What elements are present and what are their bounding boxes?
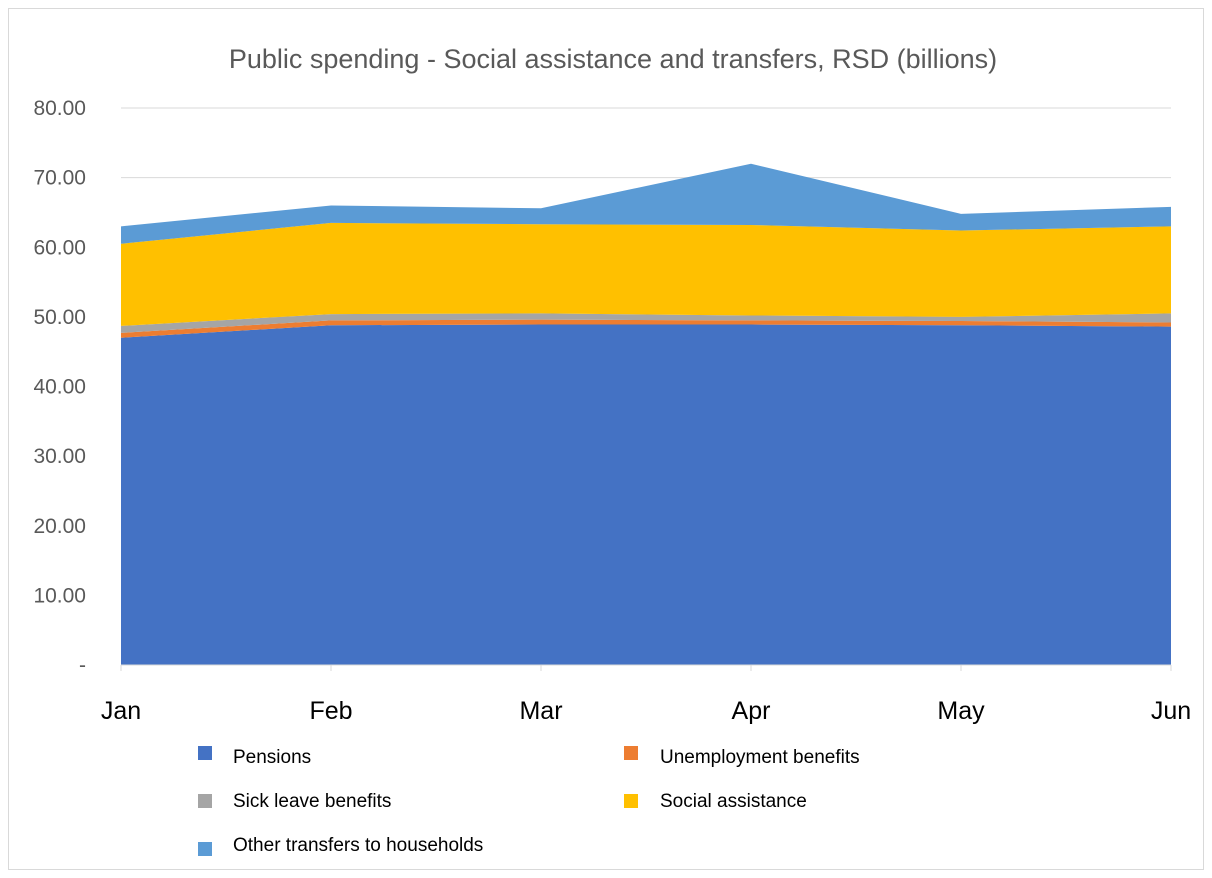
legend: Pensions Unemployment benefits Sick leave … bbox=[198, 746, 860, 856]
x-tick-label: Apr bbox=[732, 697, 771, 725]
y-tick-label: 40.00 bbox=[33, 376, 86, 399]
legend-label: Social assistance bbox=[660, 791, 807, 812]
x-tick-label: Jan bbox=[101, 697, 141, 725]
y-tick-label: - bbox=[79, 654, 86, 677]
area-other-transfers-to-households bbox=[121, 163, 1171, 244]
y-tick-label: 60.00 bbox=[33, 236, 86, 259]
x-tick-label: Feb bbox=[309, 697, 352, 725]
legend-swatch bbox=[198, 842, 212, 856]
y-tick-label: 30.00 bbox=[33, 445, 86, 468]
legend-label: Sick leave benefits bbox=[233, 791, 391, 812]
area-social-assistance bbox=[121, 222, 1171, 326]
series-areas bbox=[121, 163, 1171, 665]
area-unemployment-benefits bbox=[121, 319, 1171, 338]
x-tick-label: Mar bbox=[519, 697, 562, 725]
area-sick-leave-benefits bbox=[121, 313, 1171, 333]
legend-swatch bbox=[624, 746, 638, 760]
legend-label: Other transfers to households bbox=[233, 835, 483, 856]
y-tick-label: 70.00 bbox=[33, 167, 86, 190]
legend-swatch bbox=[198, 746, 212, 760]
chart-title: Public spending - Social assistance and … bbox=[229, 44, 997, 74]
legend-swatch bbox=[198, 794, 212, 808]
legend-label: Unemployment benefits bbox=[660, 747, 860, 768]
y-tick-label: 80.00 bbox=[33, 97, 86, 120]
x-tick-label: May bbox=[937, 697, 985, 725]
y-tick-label: 20.00 bbox=[33, 515, 86, 538]
legend-label: Pensions bbox=[233, 747, 311, 768]
legend-swatch bbox=[624, 794, 638, 808]
y-tick-label: 10.00 bbox=[33, 584, 86, 607]
y-tick-label: 50.00 bbox=[33, 306, 86, 329]
axes: - 10.00 20.00 30.00 40.00 50.00 60.00 70.00 80.0… bbox=[33, 97, 1191, 725]
x-tick-label: Jun bbox=[1151, 697, 1191, 725]
area-pensions bbox=[121, 324, 1171, 665]
